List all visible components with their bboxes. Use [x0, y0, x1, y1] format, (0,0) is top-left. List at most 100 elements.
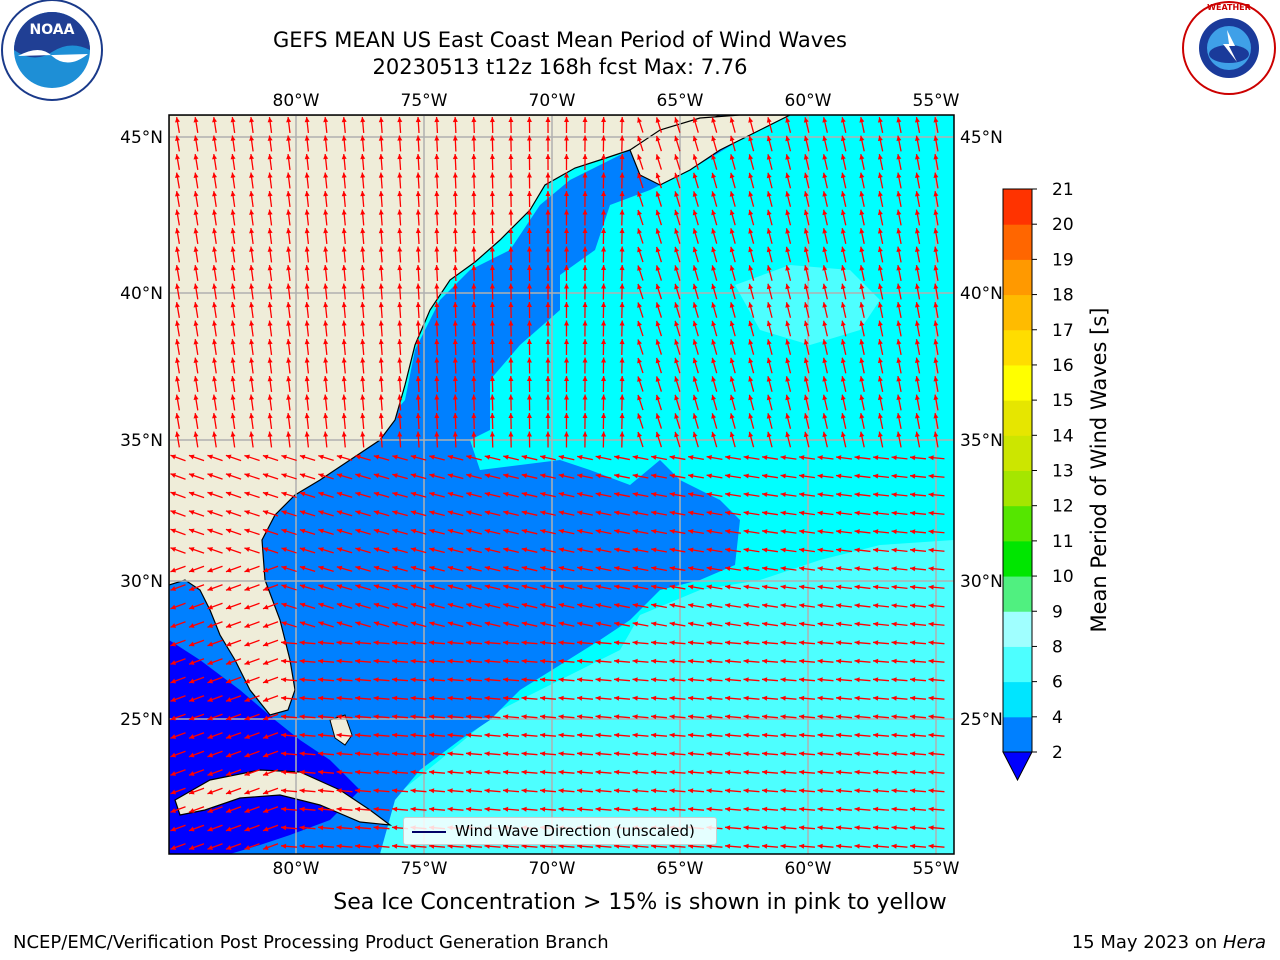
wind-arrow [803, 357, 810, 374]
wind-arrow [207, 713, 223, 721]
wind-arrow [582, 357, 588, 374]
wind-arrow [651, 510, 667, 516]
wind-arrow [558, 695, 575, 701]
wind-arrow [872, 584, 890, 590]
wind-arrow [872, 547, 890, 553]
wind-arrow [489, 246, 495, 263]
wind-arrow [410, 714, 427, 720]
wind-arrow [803, 135, 810, 152]
wind-arrow [175, 283, 180, 300]
wind-arrow [373, 825, 390, 831]
wind-arrow [729, 172, 736, 189]
wind-arrow [891, 825, 908, 831]
wind-arrow [896, 376, 902, 392]
wind-arrow [212, 375, 218, 393]
wind-arrow [632, 473, 649, 479]
wind-arrow [688, 473, 704, 479]
wind-arrow [674, 154, 681, 170]
wind-arrow [212, 116, 218, 134]
wind-arrow [835, 547, 853, 553]
wind-arrow [471, 264, 477, 282]
wind-arrow [466, 473, 482, 480]
wind-arrow [249, 209, 255, 226]
wind-arrow [803, 320, 810, 337]
wind-arrow [872, 843, 890, 849]
wind-arrow [632, 714, 649, 720]
wind-arrow [545, 283, 551, 300]
wind-arrow [244, 528, 260, 536]
wind-arrow [928, 529, 945, 535]
wind-arrow [508, 172, 514, 189]
wind-arrow [318, 547, 334, 554]
wind-arrow [378, 135, 384, 152]
wind-arrow [840, 246, 847, 263]
wind-arrow [397, 412, 403, 430]
wind-arrow [373, 677, 390, 683]
wind-arrow [447, 732, 464, 738]
wind-arrow [582, 412, 588, 430]
wind-arrow [637, 117, 644, 133]
wind-arrow [415, 227, 421, 245]
wind-arrow [212, 320, 218, 337]
wind-arrow [489, 264, 495, 282]
wind-arrow [429, 528, 445, 535]
wind-arrow [669, 788, 686, 794]
wind-arrow [175, 191, 180, 207]
wind-arrow [212, 338, 218, 356]
wind-arrow [447, 751, 464, 757]
wind-arrow [281, 473, 297, 480]
wind-arrow [803, 431, 810, 448]
wind-arrow [817, 677, 834, 683]
wind-arrow [207, 528, 223, 536]
wind-arrow [743, 510, 760, 516]
wind-arrow [822, 376, 828, 392]
wind-arrow [692, 209, 699, 226]
wind-arrow [262, 491, 279, 499]
wind-arrow [601, 153, 607, 171]
wind-arrow [489, 190, 495, 208]
wind-arrow [521, 751, 538, 757]
wind-arrow [373, 806, 390, 812]
wind-arrow [244, 769, 260, 776]
wind-arrow [230, 320, 236, 337]
wind-arrow [896, 135, 902, 152]
wind-arrow [175, 172, 180, 189]
wind-arrow [336, 843, 353, 849]
wind-arrow [539, 658, 557, 664]
wind-arrow [545, 190, 551, 208]
wind-arrow [207, 732, 223, 739]
wind-arrow [766, 172, 773, 189]
wind-arrow [780, 843, 797, 849]
wind-arrow [193, 431, 199, 448]
wind-arrow [415, 431, 421, 448]
wind-arrow [928, 510, 945, 516]
wind-arrow [318, 602, 334, 609]
wind-arrow [706, 658, 723, 664]
wind-arrow [822, 283, 828, 300]
wind-arrow [909, 806, 927, 812]
wind-arrow [785, 357, 792, 374]
wind-arrow [323, 412, 329, 430]
wind-arrow [896, 357, 902, 374]
wind-arrow [225, 695, 242, 702]
wind-arrow [877, 228, 884, 244]
wind-arrow [785, 413, 792, 429]
wind-arrow [798, 658, 816, 664]
wind-arrow [817, 843, 834, 849]
wind-arrow [336, 732, 353, 738]
wind-arrow [835, 529, 853, 535]
wind-arrow [854, 621, 871, 627]
wind-arrow [558, 454, 575, 461]
wind-arrow [766, 376, 773, 392]
wind-arrow [447, 677, 464, 683]
wind-arrow [632, 510, 649, 516]
wind-arrow [397, 135, 403, 152]
wind-arrow [859, 117, 865, 133]
wind-arrow [724, 751, 742, 757]
wind-arrow [286, 394, 292, 411]
wind-arrow [891, 714, 908, 720]
wind-arrow [803, 339, 810, 355]
wind-arrow [669, 677, 686, 683]
wind-arrow [637, 339, 644, 355]
wind-arrow [170, 473, 186, 480]
